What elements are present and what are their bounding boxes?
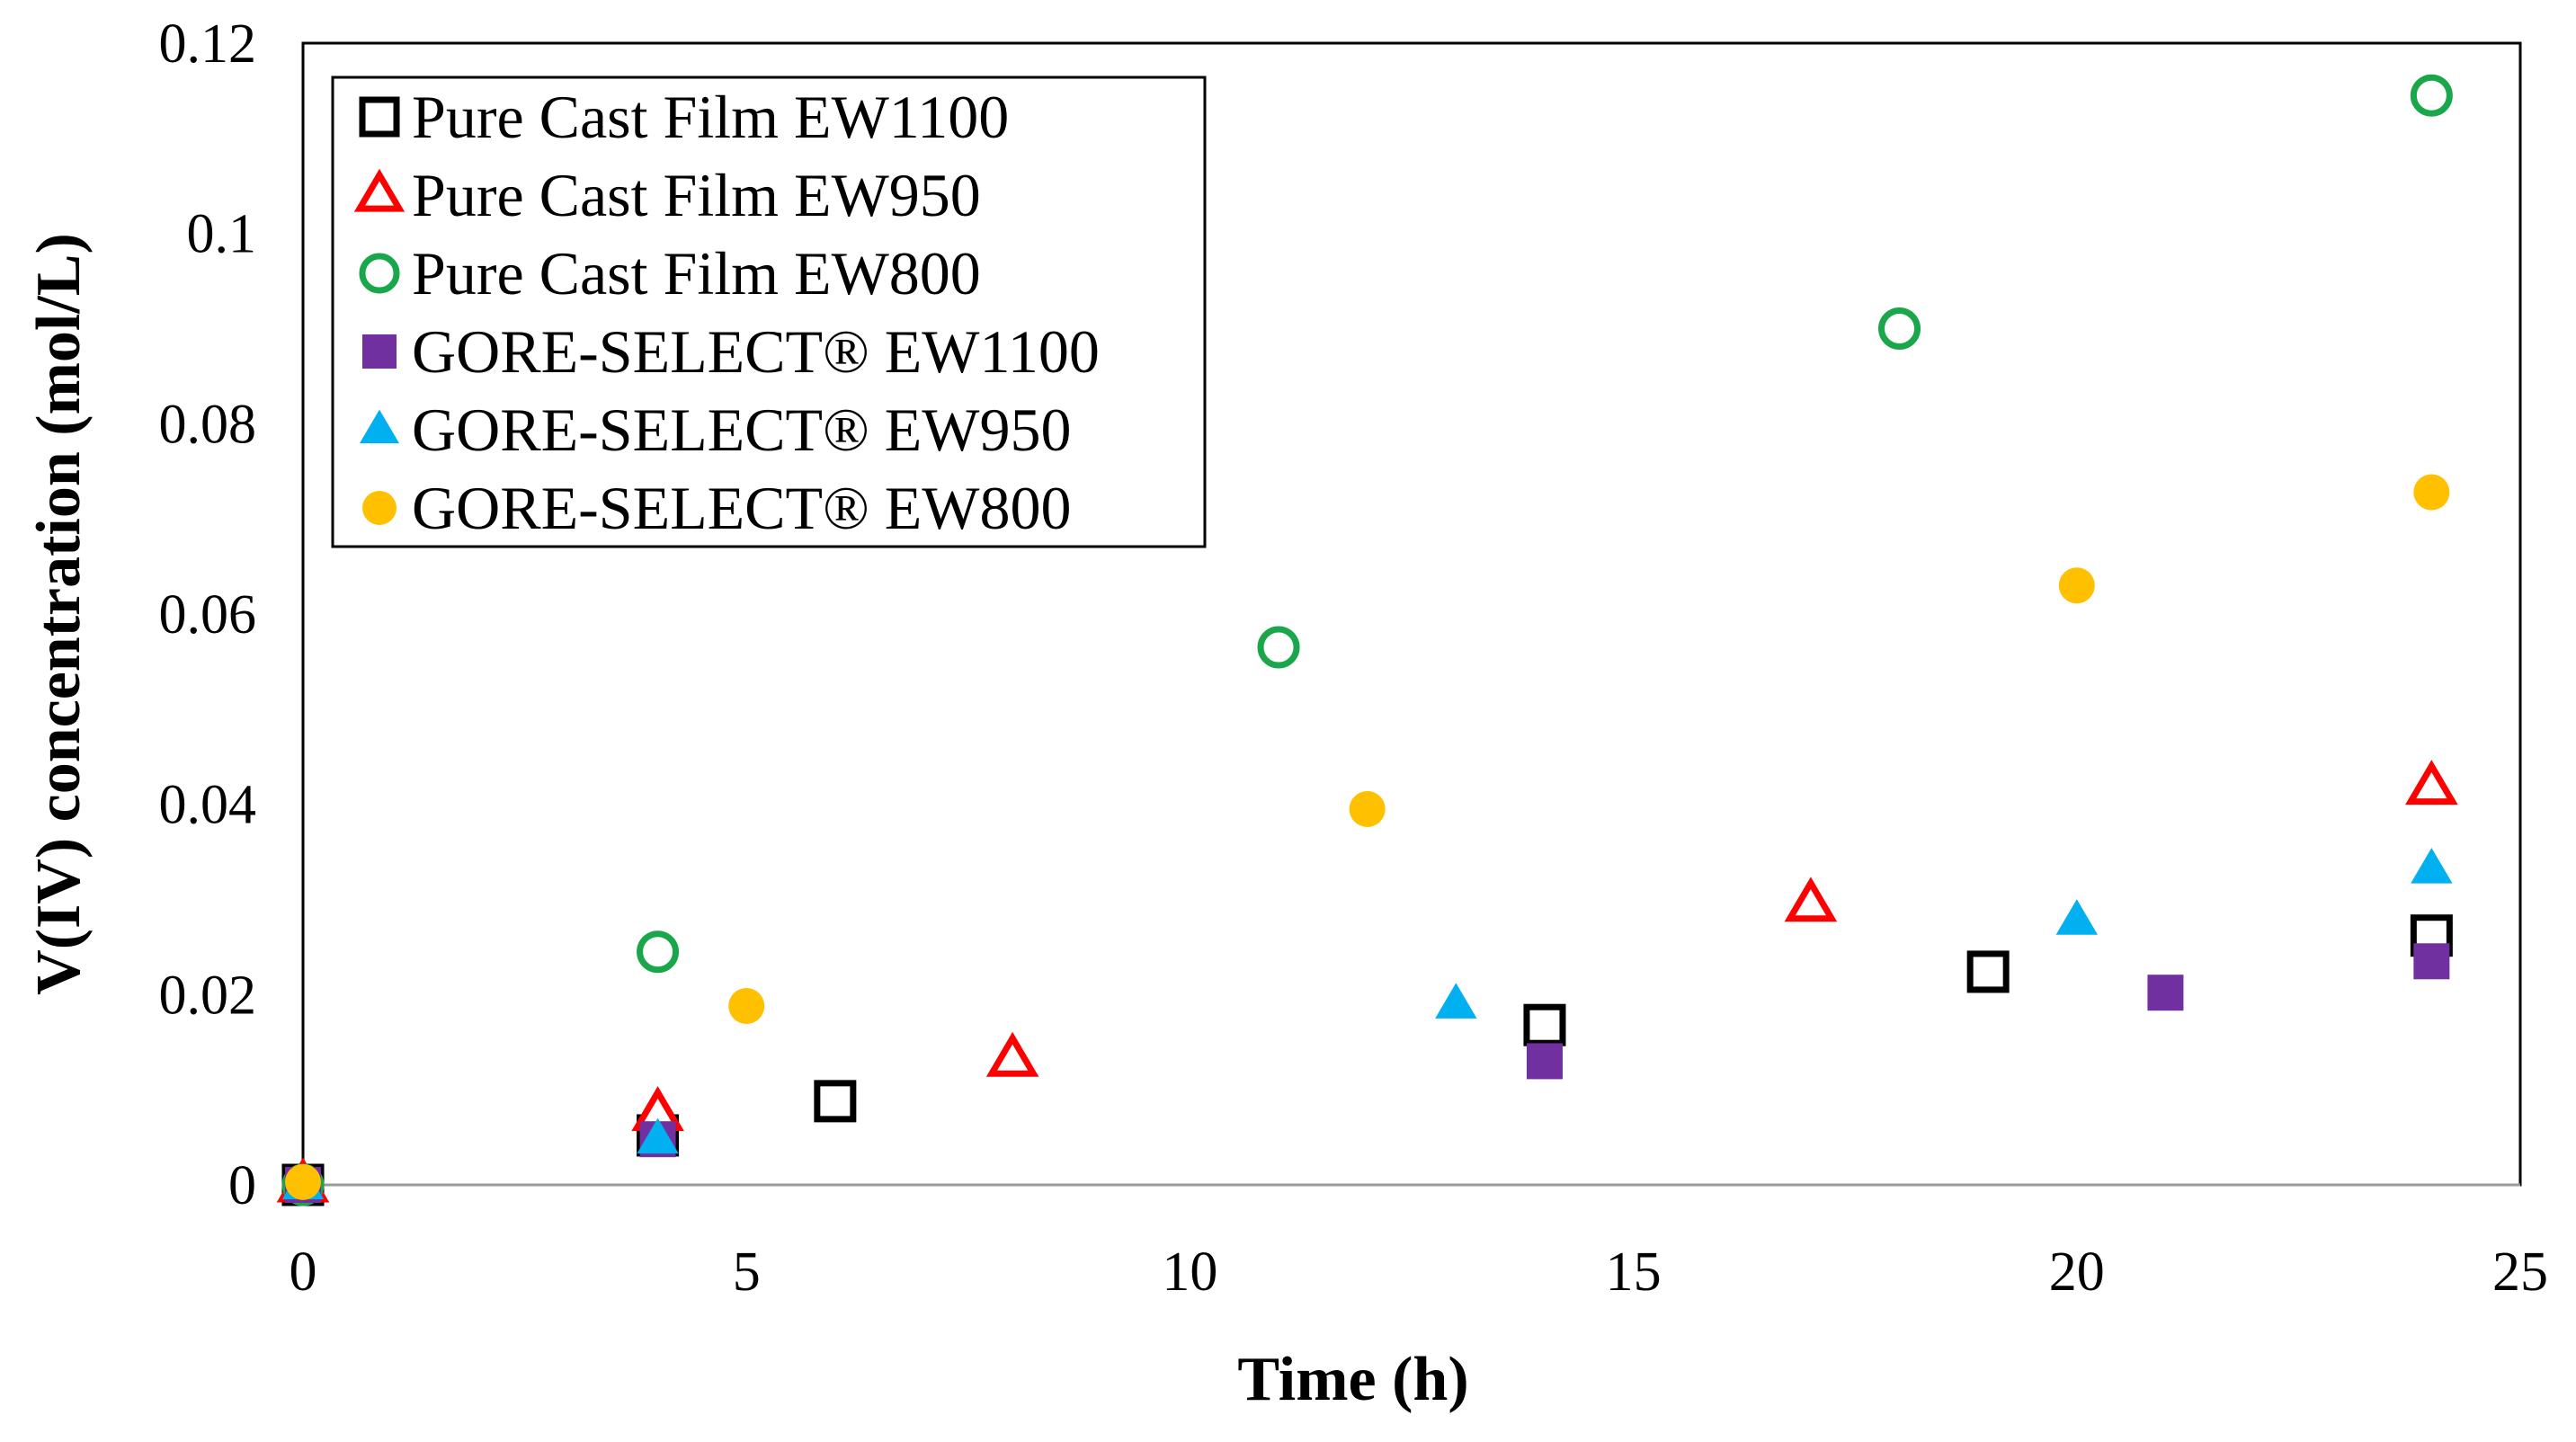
data-point <box>2147 975 2184 1011</box>
legend-label: Pure Cast Film EW950 <box>412 161 981 229</box>
legend-marker <box>359 409 400 444</box>
y-tick-label: 0.08 <box>159 394 257 455</box>
legend-label: GORE-SELECT® EW800 <box>412 474 1071 542</box>
y-tick-label: 0.1 <box>187 204 257 265</box>
data-point <box>2410 74 2453 117</box>
y-tick-label: 0.06 <box>159 584 257 645</box>
data-point <box>2405 760 2458 806</box>
data-point <box>2411 848 2453 884</box>
data-point <box>1349 790 1386 827</box>
y-tick-label: 0.12 <box>159 13 257 75</box>
y-tick-labels: 0 0.02 0.04 0.06 0.08 0.1 0.12 <box>159 13 257 1216</box>
legend-label: Pure Cast Film EW1100 <box>412 83 1009 151</box>
legend-marker <box>362 491 397 525</box>
data-point <box>637 930 680 974</box>
x-axis-title: Time (h) <box>1237 1345 1468 1414</box>
data-point <box>1784 877 1838 922</box>
data-point <box>985 1031 1039 1077</box>
y-axis-title: V(IV) concentration (mol/L) <box>24 233 94 995</box>
x-tick-label: 25 <box>2492 1242 2548 1303</box>
legend-marker <box>359 96 400 138</box>
legend-marker <box>362 334 397 369</box>
data-point <box>1966 950 2010 993</box>
x-tick-label: 5 <box>733 1242 761 1303</box>
data-point <box>285 1163 321 1200</box>
legend-marker <box>353 168 406 212</box>
data-point <box>728 988 765 1025</box>
data-points <box>276 74 2458 1206</box>
data-point <box>637 1117 679 1154</box>
x-tick-label: 20 <box>2049 1242 2105 1303</box>
data-point <box>1523 1003 1566 1046</box>
legend-label: GORE-SELECT® EW950 <box>412 396 1071 464</box>
x-tick-label: 10 <box>1162 1242 1217 1303</box>
legend-marker <box>359 253 400 294</box>
legend: Pure Cast Film EW1100 Pure Cast Film EW95… <box>331 76 1207 548</box>
data-point <box>1435 983 1477 1019</box>
x-tick-labels: 0 5 10 15 20 25 <box>290 1242 2549 1303</box>
legend-label: GORE-SELECT® EW1100 <box>412 317 1100 386</box>
legend-label: Pure Cast Film EW800 <box>412 239 981 307</box>
data-point <box>2055 899 2098 935</box>
y-tick-label: 0.04 <box>159 775 257 836</box>
y-tick-label: 0 <box>228 1155 256 1216</box>
data-point <box>1257 626 1300 669</box>
data-point <box>1526 1043 1563 1080</box>
y-tick-label: 0.02 <box>159 965 257 1026</box>
data-point <box>2413 474 2450 511</box>
data-point <box>2058 567 2095 604</box>
x-tick-label: 15 <box>1606 1242 1662 1303</box>
legend-box <box>331 76 1207 548</box>
data-point <box>2413 943 2450 980</box>
data-point <box>814 1080 857 1123</box>
data-point <box>1878 307 1921 350</box>
x-tick-label: 0 <box>290 1242 317 1303</box>
